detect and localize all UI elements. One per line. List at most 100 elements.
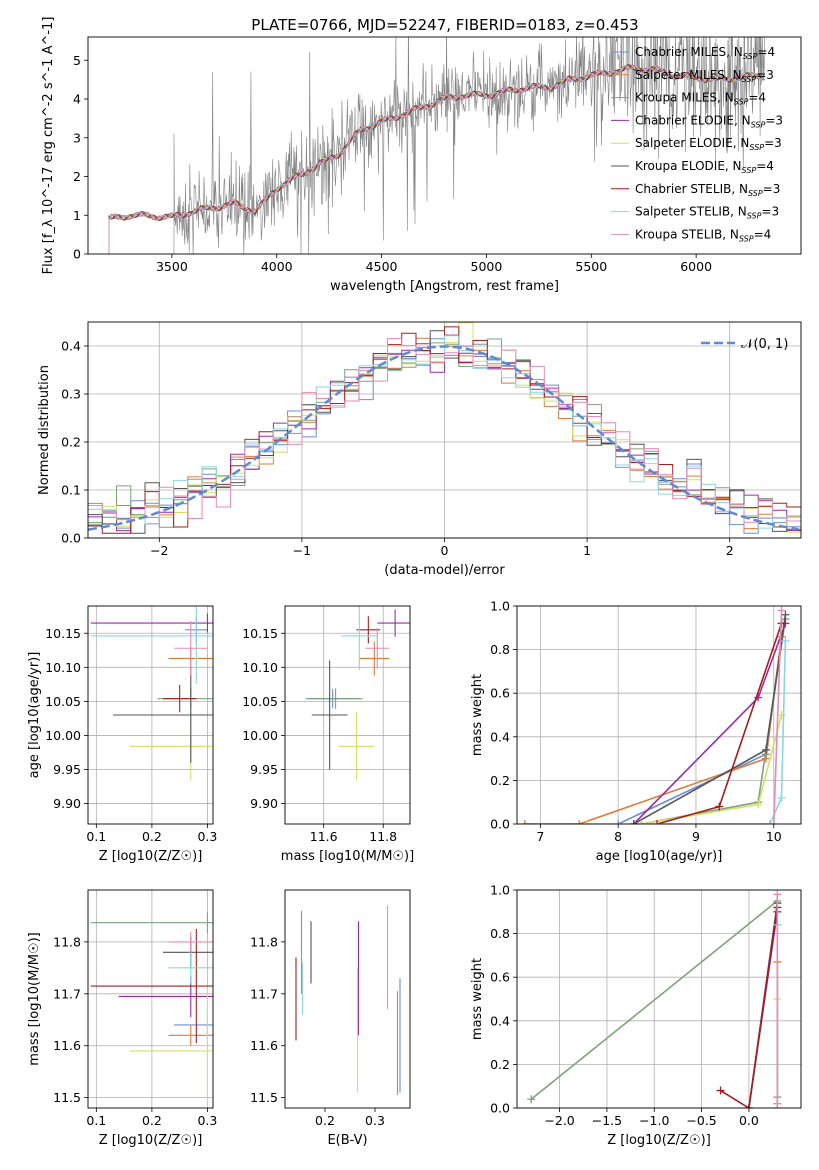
errorbar-point xyxy=(365,627,390,669)
x-tick-label: 4000 xyxy=(261,259,293,274)
plot-area-age_vs_mass xyxy=(305,606,410,781)
y-tick-label: 0.8 xyxy=(490,926,510,941)
x-tick-label: 6000 xyxy=(680,259,712,274)
y-axis-label: mass weight xyxy=(470,674,485,756)
x-tick-label: 0.2 xyxy=(315,1113,335,1128)
plot-area-spectrum xyxy=(108,37,765,254)
x-tick-label: 3500 xyxy=(156,259,188,274)
errorbar-point xyxy=(168,931,213,953)
figure-title: PLATE=0766, MJD=52247, FIBERID=0183, z=0… xyxy=(251,16,638,34)
y-tick-label: 10.05 xyxy=(45,694,81,709)
massweight-marker xyxy=(777,793,786,802)
massweight-series-line xyxy=(720,907,779,1108)
x-tick-label: 1 xyxy=(583,543,591,558)
x-tick-label: 5000 xyxy=(471,259,503,274)
massweight-series-line xyxy=(530,900,778,1100)
massweight-series-line xyxy=(641,640,787,824)
plot-area-age_vs_Z xyxy=(90,606,213,781)
y-tick-label: 4 xyxy=(73,92,81,107)
massweight-marker xyxy=(781,636,790,645)
errorbar-point xyxy=(356,616,381,644)
x-tick-label: 5500 xyxy=(575,259,607,274)
y-tick-label: 0.2 xyxy=(490,1057,510,1072)
y-axis-label: mass weight xyxy=(470,958,485,1040)
y-tick-label: 10.10 xyxy=(45,660,81,675)
legend-entry: Salpeter MILES, NSSP=3 xyxy=(635,68,774,84)
chart-mass_vs_ebv: 0.2 0.3 11.5 11.6 11.7 11.8 E(B-V) xyxy=(250,889,411,1148)
x-axis-label: Z [log10(Z/Z☉)] xyxy=(99,1133,203,1148)
y-axis-label: age [log10(age/yr)] xyxy=(27,652,42,779)
y-tick-label: 1.0 xyxy=(490,599,510,614)
y-tick-label: 0.6 xyxy=(490,970,510,985)
massweight-marker xyxy=(769,820,778,824)
legend-entry: Kroupa MILES, NSSP=4 xyxy=(635,91,766,107)
errorbar-point xyxy=(129,988,213,1108)
plot-area-massweight_vs_Z xyxy=(527,890,782,1108)
x-tick-label: 0.3 xyxy=(197,829,217,844)
errorbar-point xyxy=(308,688,363,709)
plot-frame xyxy=(516,889,802,1109)
y-tick-label: 9.90 xyxy=(53,796,81,811)
y-tick-label: 0.2 xyxy=(61,435,81,450)
spectrum-legend: Chabrier MILES, NSSP=4 Salpeter MILES, NS… xyxy=(611,45,783,243)
y-tick-label: 0.0 xyxy=(490,1101,510,1116)
x-tick-label: 0.2 xyxy=(142,1113,162,1128)
x-tick-label: 0.1 xyxy=(86,829,106,844)
y-tick-label: 1 xyxy=(73,208,81,223)
normal-reference-curve xyxy=(88,345,799,531)
massweight-marker xyxy=(653,820,662,824)
spectrum-model-line xyxy=(108,64,765,254)
errorbar-point xyxy=(338,712,375,781)
legend-entry: Kroupa ELODIE, NSSP=4 xyxy=(635,159,774,175)
legend-entry: Chabrier MILES, NSSP=4 xyxy=(635,45,775,61)
errorbar-point xyxy=(341,606,378,671)
massweight-marker xyxy=(744,1104,753,1108)
y-tick-label: 10.10 xyxy=(242,660,278,675)
x-tick-label: −1.0 xyxy=(639,1113,669,1128)
y-tick-label: 0.3 xyxy=(61,387,81,402)
x-tick-label: 0 xyxy=(441,543,449,558)
y-tick-label: 0.8 xyxy=(490,642,510,657)
x-tick-label: −2 xyxy=(150,543,168,558)
errorbar-point xyxy=(90,613,213,633)
errorbar-point xyxy=(359,641,390,676)
massweight-marker xyxy=(777,606,786,615)
massweight-series-line xyxy=(773,610,783,824)
x-axis-label: wavelength [Angstrom, rest frame] xyxy=(330,279,559,294)
y-tick-label: 0.6 xyxy=(490,686,510,701)
massweight-marker xyxy=(765,820,774,824)
plot-frame xyxy=(87,321,802,539)
y-tick-label: 0 xyxy=(73,247,81,262)
chart-age_vs_Z: 0.1 0.2 0.3 9.90 9.95 10.00 10.05 10.10 10.15 Z [… xyxy=(27,605,217,864)
y-axis-label: Normed distribution xyxy=(37,365,52,495)
y-tick-label: 10.15 xyxy=(45,626,81,641)
massweight-series-line xyxy=(633,623,787,824)
x-tick-label: 10 xyxy=(766,829,782,844)
x-tick-label: 0.3 xyxy=(365,1113,385,1128)
y-tick-label: 0.4 xyxy=(61,339,81,354)
plot-frame xyxy=(284,605,411,825)
massweight-marker xyxy=(575,820,584,824)
y-tick-label: 11.7 xyxy=(250,986,278,1001)
massweight-marker xyxy=(637,820,646,824)
chart-mass_vs_Z: 0.1 0.2 0.3 11.5 11.6 11.7 11.8 Z [log10(Z/Z☉)]… xyxy=(27,889,217,1148)
x-tick-label: 4500 xyxy=(366,259,398,274)
massweight-marker xyxy=(761,754,770,763)
y-tick-label: 10.05 xyxy=(242,694,278,709)
x-tick-label: 0.3 xyxy=(197,1113,217,1128)
y-tick-label: 5 xyxy=(73,53,81,68)
chart-residuals: −2 −1 0 1 2 0.0 0.1 0.2 0.3 0.4 (data-model)/error… xyxy=(37,321,802,578)
massweight-series-line xyxy=(617,640,783,824)
massweight-marker xyxy=(754,800,763,809)
y-tick-label: 11.5 xyxy=(53,1090,81,1105)
massweight-marker xyxy=(773,890,782,899)
y-tick-label: 11.8 xyxy=(250,934,278,949)
massweight-marker xyxy=(520,820,529,824)
errorbar-point xyxy=(168,1024,213,1046)
y-tick-label: 9.90 xyxy=(250,796,278,811)
errorbar-point xyxy=(90,606,213,684)
x-tick-label: 0.2 xyxy=(142,829,162,844)
massweight-series-line xyxy=(633,614,787,824)
plot-frame xyxy=(87,605,214,825)
